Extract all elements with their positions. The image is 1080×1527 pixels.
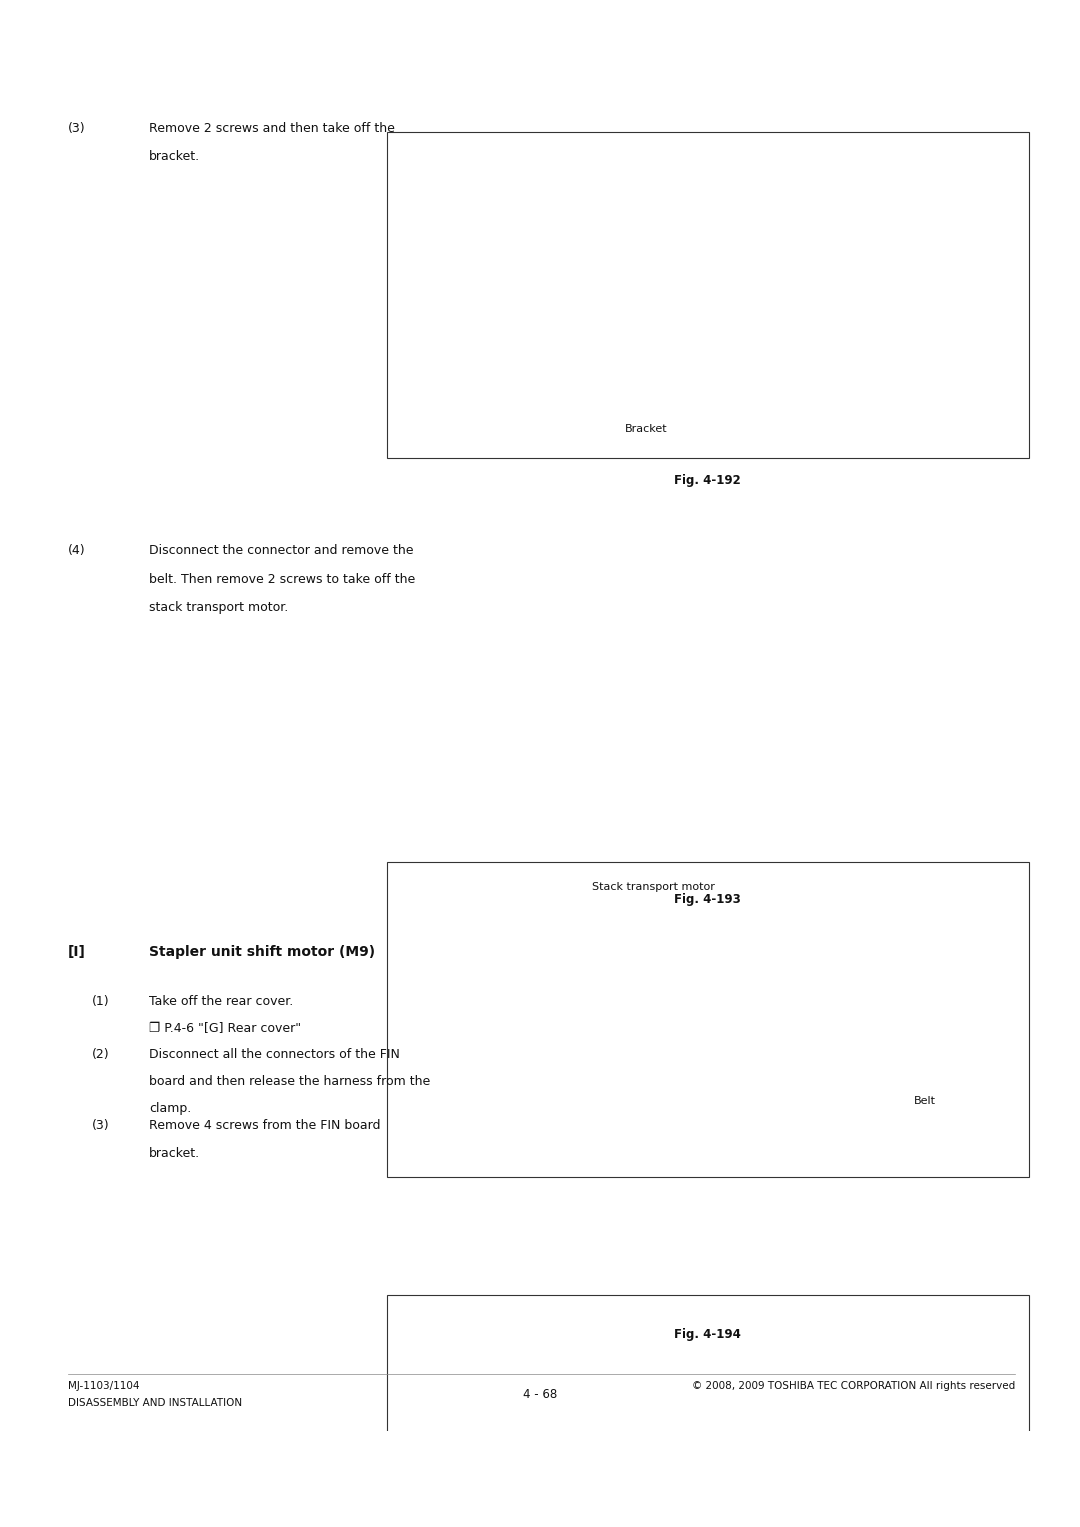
Text: 4 - 68: 4 - 68 <box>523 1388 557 1400</box>
Text: ❐ P.4-6 "[G] Rear cover": ❐ P.4-6 "[G] Rear cover" <box>149 1022 301 1035</box>
Text: Disconnect all the connectors of the FIN: Disconnect all the connectors of the FIN <box>149 1048 400 1061</box>
Text: Stapler unit shift motor (M9): Stapler unit shift motor (M9) <box>149 945 375 959</box>
Text: Remove 2 screws and then take off the: Remove 2 screws and then take off the <box>149 122 395 134</box>
Text: bracket.: bracket. <box>149 1147 200 1159</box>
Text: Belt: Belt <box>914 1096 935 1106</box>
Text: board and then release the harness from the: board and then release the harness from … <box>149 1075 430 1089</box>
Text: belt. Then remove 2 screws to take off the: belt. Then remove 2 screws to take off t… <box>149 573 416 585</box>
Text: Fig. 4-193: Fig. 4-193 <box>674 893 741 906</box>
Text: (4): (4) <box>68 544 85 557</box>
Text: bracket.: bracket. <box>149 150 200 163</box>
Text: Take off the rear cover.: Take off the rear cover. <box>149 996 294 1008</box>
Text: (3): (3) <box>92 1119 109 1133</box>
Bar <box>387 1295 1029 1527</box>
Text: stack transport motor.: stack transport motor. <box>149 602 288 614</box>
Text: Fig. 4-192: Fig. 4-192 <box>674 473 741 487</box>
Text: [I]: [I] <box>68 945 86 959</box>
Text: Disconnect the connector and remove the: Disconnect the connector and remove the <box>149 544 414 557</box>
Text: © 2008, 2009 TOSHIBA TEC CORPORATION All rights reserved: © 2008, 2009 TOSHIBA TEC CORPORATION All… <box>692 1380 1015 1391</box>
Bar <box>387 131 1029 458</box>
Text: (2): (2) <box>92 1048 109 1061</box>
Bar <box>387 861 1029 1177</box>
Text: DISASSEMBLY AND INSTALLATION: DISASSEMBLY AND INSTALLATION <box>68 1397 242 1408</box>
Text: (3): (3) <box>68 122 85 134</box>
Text: Remove 4 screws from the FIN board: Remove 4 screws from the FIN board <box>149 1119 380 1133</box>
Text: MJ-1103/1104: MJ-1103/1104 <box>68 1380 139 1391</box>
Text: clamp.: clamp. <box>149 1102 191 1115</box>
Text: Bracket: Bracket <box>624 425 667 434</box>
Text: Fig. 4-194: Fig. 4-194 <box>674 1328 741 1341</box>
Text: (1): (1) <box>92 996 109 1008</box>
Text: Stack transport motor: Stack transport motor <box>592 883 715 892</box>
